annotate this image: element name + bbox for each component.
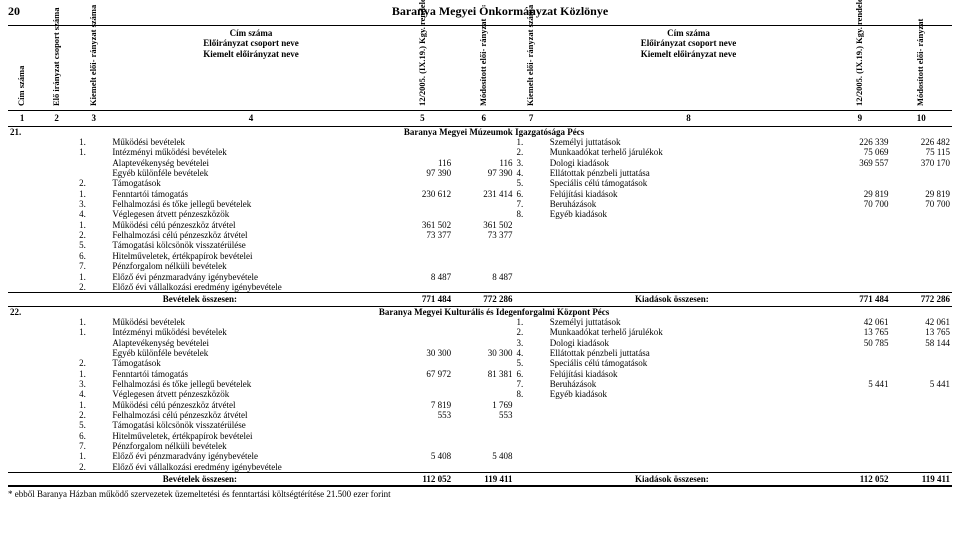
table-row: 1.Működési célú pénzeszköz átvétel361 50… — [8, 220, 952, 230]
col-head-10: Módosított elői- rányzat — [916, 28, 926, 106]
table-row: 7.Pénzforgalom nélküli bevételek — [8, 261, 952, 271]
col-head-4: Cím száma Előirányzat csoport neve Kieme… — [110, 26, 391, 111]
table-row: 5.Támogatási kölcsönök visszatérülése — [8, 420, 952, 430]
doc-title: Baranya Megyei Önkormányzat Közlönye — [48, 4, 952, 19]
col-head-9: 12/2005. (IX.19.) Kgy. rendelet szerint … — [855, 28, 865, 106]
table-row: 2.Felhalmozási célú pénzeszköz átvétel55… — [8, 410, 952, 420]
table-row: 1.Intézményi működési bevételek2.Munkaad… — [8, 327, 952, 337]
table-row: 7.Pénzforgalom nélküli bevételek — [8, 441, 952, 451]
table-row: 6.Hitelműveletek, értékpapírok bevételei — [8, 431, 952, 441]
table-row: 1.Fenntartói támogatás67 97281 3816.Felú… — [8, 369, 952, 379]
table-row: 1.Előző évi pénzmaradvány igénybevétele8… — [8, 272, 952, 282]
col-head-8: Cím száma Előirányzat csoport neve Kieme… — [548, 26, 829, 111]
table-row: 1.Fenntartói támogatás230 612231 4146.Fe… — [8, 189, 952, 199]
table-row: 1.Működési bevételek1.Személyi juttatáso… — [8, 317, 952, 327]
section-row: 21.Baranya Megyei Múzeumok Igazgatósága … — [8, 126, 952, 137]
table-row: Egyéb különféle bevételek30 30030 3004.E… — [8, 348, 952, 358]
table-row: 1.Működési bevételek1.Személyi juttatáso… — [8, 137, 952, 147]
table-row: 2.Előző évi vállalkozási eredmény igényb… — [8, 282, 952, 293]
table-row: Alaptevékenység bevételei1161163.Dologi … — [8, 158, 952, 168]
table-row: 1.Előző évi pénzmaradvány igénybevétele5… — [8, 451, 952, 461]
table-row: Egyéb különféle bevételek97 39097 3904.E… — [8, 168, 952, 178]
col-head-5: 12/2005. (IX.19.) Kgy. rendelet szerint … — [418, 28, 428, 106]
col-head-1: Cím száma — [17, 28, 27, 106]
col-head-7: Kiemelt elői- rányzat száma — [526, 28, 536, 106]
table-row: 3.Felhalmozási és tőke jellegű bevételek… — [8, 199, 952, 209]
table-row: 2.Felhalmozási célú pénzeszköz átvétel73… — [8, 230, 952, 240]
table-head: Cím száma Elő irányzat csoport száma Kie… — [8, 26, 952, 127]
table-row: 3.Felhalmozási és tőke jellegű bevételek… — [8, 379, 952, 389]
footnote: * ebből Baranya Házban működő szervezete… — [8, 486, 952, 499]
section-row: 22.Baranya Megyei Kulturális és Idegenfo… — [8, 306, 952, 317]
page-number: 20 — [8, 4, 48, 19]
col-head-2: Elő irányzat csoport száma — [52, 28, 62, 106]
table-row: 2.Előző évi vállalkozási eredmény igényb… — [8, 462, 952, 473]
col-head-3: Kiemelt elői- rányzat száma — [89, 28, 99, 106]
table-row: 1.Intézményi működési bevételek2.Munkaad… — [8, 147, 952, 157]
table-row: 2.Támogatások5.Speciális célú támogatáso… — [8, 358, 952, 368]
total-row: Bevételek összesen:112 052119 411Kiadáso… — [8, 473, 952, 486]
table-row: 5.Támogatási kölcsönök visszatérülése — [8, 240, 952, 250]
table-row: 6.Hitelműveletek, értékpapírok bevételei — [8, 251, 952, 261]
table-row: Alaptevékenység bevételei3.Dologi kiadás… — [8, 338, 952, 348]
total-row: Bevételek összesen:771 484772 286Kiadáso… — [8, 293, 952, 306]
table-row: 4.Véglegesen átvett pénzeszközök8.Egyéb … — [8, 389, 952, 399]
col-number-row: 1 2 3 4 5 6 7 8 9 10 — [8, 111, 952, 126]
table-row: 4.Véglegesen átvett pénzeszközök8.Egyéb … — [8, 209, 952, 219]
table-row: 2.Támogatások5.Speciális célú támogatáso… — [8, 178, 952, 188]
budget-table: Cím száma Elő irányzat csoport száma Kie… — [8, 25, 952, 486]
table-body: 21.Baranya Megyei Múzeumok Igazgatósága … — [8, 126, 952, 486]
page-header: 20 Baranya Megyei Önkormányzat Közlönye — [8, 4, 952, 19]
table-row: 1.Működési célú pénzeszköz átvétel7 8191… — [8, 400, 952, 410]
col-head-6: Módosított elői- rányzat — [479, 28, 489, 106]
